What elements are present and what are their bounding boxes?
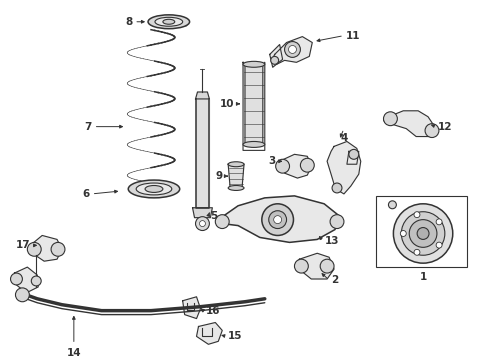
Circle shape: [330, 215, 344, 229]
Text: 17: 17: [16, 240, 30, 250]
Circle shape: [16, 288, 29, 302]
Text: 2: 2: [331, 275, 338, 285]
Ellipse shape: [243, 141, 265, 147]
Circle shape: [294, 259, 308, 273]
Circle shape: [199, 221, 205, 226]
Circle shape: [274, 216, 282, 224]
Polygon shape: [196, 323, 222, 344]
Ellipse shape: [163, 19, 175, 24]
Ellipse shape: [136, 183, 172, 195]
Circle shape: [409, 220, 437, 247]
Circle shape: [384, 112, 397, 126]
Circle shape: [414, 212, 420, 218]
Text: 10: 10: [220, 99, 234, 109]
Text: 5: 5: [210, 211, 218, 221]
Text: 7: 7: [84, 122, 92, 132]
Ellipse shape: [145, 185, 163, 193]
Circle shape: [262, 204, 294, 235]
Circle shape: [31, 276, 41, 286]
Ellipse shape: [155, 17, 183, 26]
Circle shape: [320, 259, 334, 273]
Polygon shape: [183, 297, 200, 319]
Polygon shape: [327, 141, 361, 194]
Circle shape: [400, 230, 406, 237]
Circle shape: [27, 242, 41, 256]
Circle shape: [300, 158, 314, 172]
Text: 14: 14: [67, 348, 81, 358]
Text: 1: 1: [419, 272, 427, 282]
Polygon shape: [280, 154, 311, 178]
Circle shape: [285, 41, 300, 57]
Ellipse shape: [148, 15, 190, 29]
Polygon shape: [270, 45, 283, 67]
Circle shape: [393, 204, 453, 263]
Circle shape: [401, 212, 445, 255]
Circle shape: [51, 242, 65, 256]
Polygon shape: [273, 37, 312, 64]
Circle shape: [215, 215, 229, 229]
Text: 15: 15: [228, 331, 243, 341]
Polygon shape: [196, 92, 209, 99]
Text: 3: 3: [269, 156, 276, 166]
Circle shape: [269, 211, 287, 229]
Polygon shape: [193, 208, 212, 218]
Polygon shape: [243, 62, 265, 147]
Circle shape: [417, 228, 429, 239]
Text: 6: 6: [82, 189, 90, 199]
Text: 11: 11: [346, 31, 361, 41]
Circle shape: [289, 45, 296, 53]
Ellipse shape: [243, 61, 265, 67]
Polygon shape: [176, 18, 187, 26]
Polygon shape: [218, 196, 339, 242]
Text: 13: 13: [325, 237, 340, 246]
Text: 12: 12: [438, 122, 452, 132]
Circle shape: [276, 159, 290, 173]
Text: 16: 16: [205, 306, 220, 316]
Circle shape: [436, 242, 442, 248]
Circle shape: [196, 217, 209, 230]
Polygon shape: [228, 164, 244, 188]
Polygon shape: [347, 151, 359, 164]
Ellipse shape: [228, 162, 244, 167]
Polygon shape: [296, 253, 334, 279]
Circle shape: [349, 149, 359, 159]
Polygon shape: [30, 235, 62, 261]
Text: 4: 4: [340, 132, 347, 143]
Ellipse shape: [128, 180, 180, 198]
Circle shape: [436, 219, 442, 225]
Polygon shape: [15, 267, 38, 293]
Circle shape: [332, 183, 342, 193]
Circle shape: [270, 57, 279, 64]
Text: 8: 8: [125, 17, 132, 27]
Polygon shape: [196, 99, 209, 208]
Polygon shape: [384, 111, 436, 136]
Circle shape: [425, 124, 439, 138]
Bar: [376, 196, 466, 267]
Circle shape: [10, 273, 23, 285]
Text: 9: 9: [215, 171, 222, 181]
Circle shape: [389, 201, 396, 209]
Circle shape: [414, 249, 420, 255]
Ellipse shape: [228, 185, 244, 190]
